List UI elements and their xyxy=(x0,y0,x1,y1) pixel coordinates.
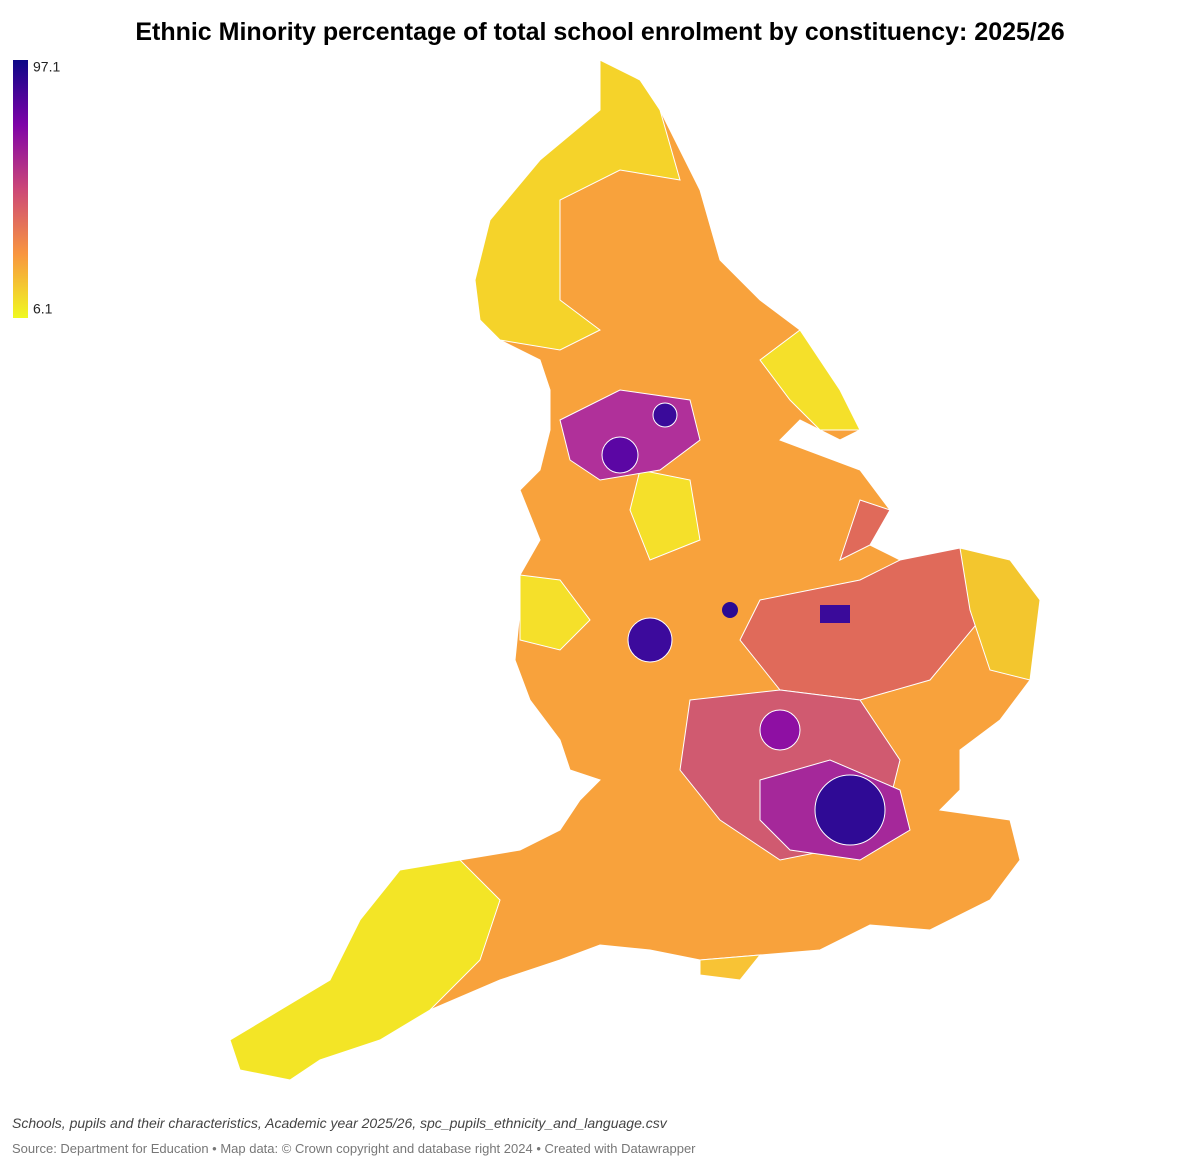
source: Source: Department for Education • Map d… xyxy=(12,1141,696,1156)
legend-label: 97.1 xyxy=(33,59,60,75)
title: Ethnic Minority percentage of total scho… xyxy=(135,18,1064,46)
legend-label: 6.1 xyxy=(33,301,53,317)
legend-bar xyxy=(13,60,28,318)
map xyxy=(229,59,1041,1081)
notes: Schools, pupils and their characteristic… xyxy=(12,1115,668,1131)
